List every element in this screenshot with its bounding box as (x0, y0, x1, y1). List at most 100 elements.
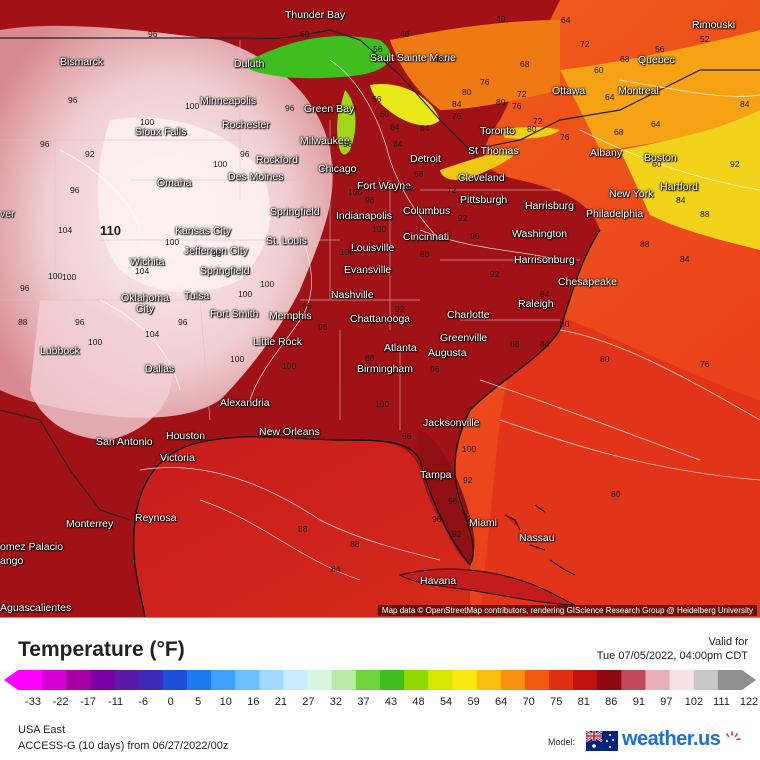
city-label[interactable]: Greenville (440, 332, 488, 344)
city-label[interactable]: St. Louis (266, 235, 307, 247)
brand-logo[interactable]: weather.us (622, 728, 721, 750)
isotherm-label: 80 (462, 87, 472, 97)
city-label[interactable]: ver (0, 208, 15, 220)
city-label[interactable]: ango (0, 555, 24, 567)
isotherm-label: 68 (520, 59, 530, 69)
isotherm-label: 56 (655, 44, 665, 54)
city-label[interactable]: Milwaukee (300, 135, 350, 147)
city-label[interactable]: Jefferson City (184, 245, 248, 257)
city-label[interactable]: Quebec (638, 54, 675, 66)
city-label[interactable]: New Orleans (259, 426, 320, 438)
city-label[interactable]: Cincinnati (403, 231, 450, 243)
temperature-map[interactable]: Thunder Bay Bismarck Duluth Sault Sainte… (0, 0, 760, 618)
city-label[interactable]: Pittsburgh (460, 194, 508, 206)
city-label[interactable]: Tulsa (184, 290, 210, 302)
isotherm-label: 96 (148, 29, 158, 39)
city-label[interactable]: Augusta (428, 347, 467, 359)
colorbar-ticks: -33 -22 -17 -11 -6 0 5 10 16 21 27 32 37 43 48 54 59 64 70… (0, 696, 760, 710)
city-label[interactable]: Bismarck (60, 56, 104, 68)
city-label[interactable]: Springfield (200, 265, 250, 277)
colorbar-tick-label: 64 (495, 696, 508, 708)
city-label[interactable]: Sault Sainte Marie (370, 52, 456, 64)
city-label[interactable]: Kansas City (175, 225, 232, 237)
city-label[interactable]: Cleveland (458, 172, 505, 184)
city-label[interactable]: Louisville (351, 242, 395, 254)
colorbar-tick-label: 54 (439, 696, 453, 708)
city-label[interactable]: Indianapolis (336, 210, 393, 222)
city-label[interactable]: Tampa (420, 469, 452, 481)
city-label[interactable]: Boston (644, 152, 677, 164)
isotherm-label: 100 (88, 337, 103, 347)
city-label[interactable]: Detroit (410, 153, 441, 165)
city-label[interactable]: Rockford (256, 154, 299, 166)
colorbar-swatch (500, 670, 526, 690)
city-label[interactable]: Rochester (222, 119, 270, 131)
city-label[interactable]: Havana (420, 575, 457, 587)
colorbar-tick-label: -11 (108, 696, 124, 708)
city-label[interactable]: Ottawa (552, 85, 586, 97)
city-label[interactable]: Toronto (480, 125, 516, 137)
city-label[interactable]: Jacksonville (423, 417, 480, 429)
city-label[interactable]: St Thomas (468, 145, 519, 157)
northeast-yellow (620, 110, 760, 250)
city-label[interactable]: Minneapolis (200, 95, 257, 107)
city-label[interactable]: Duluth (234, 58, 265, 70)
city-label[interactable]: Atlanta (384, 342, 417, 354)
city-label[interactable]: Charlotte (447, 309, 490, 321)
city-label[interactable]: New York (609, 188, 654, 200)
city-label[interactable]: Birmingham (357, 363, 414, 375)
city-label[interactable]: Houston (166, 430, 206, 442)
city-label[interactable]: Little Rock (253, 336, 303, 348)
colorbar-swatch (138, 670, 164, 690)
colorbar-swatch (114, 670, 140, 690)
isotherm-label: 88 (420, 249, 430, 259)
city-label[interactable]: Oklahoma City (121, 292, 169, 315)
isotherm-label: 76 (452, 111, 462, 121)
city-label[interactable]: Harrisonburg (514, 254, 575, 266)
city-label[interactable]: Evansville (344, 264, 392, 276)
isotherm-label: 60 (380, 109, 390, 119)
city-label[interactable]: Reynosa (135, 512, 177, 524)
city-label[interactable]: Monterrey (66, 518, 114, 530)
city-label[interactable]: Raleigh (518, 298, 554, 310)
city-label[interactable]: Albany (590, 147, 623, 159)
isotherm-label: 84 (540, 339, 550, 349)
city-label[interactable]: Chattanooga (350, 313, 411, 325)
city-label[interactable]: Philadelphia (586, 208, 644, 220)
city-label[interactable]: Washington (512, 228, 568, 240)
city-label[interactable]: Memphis (269, 310, 312, 322)
city-label[interactable]: Victoria (160, 452, 195, 464)
city-label[interactable]: Harrisburg (525, 200, 575, 212)
city-label[interactable]: Springfield (270, 206, 320, 218)
city-label[interactable]: Omaha (157, 177, 192, 189)
city-label[interactable]: Chicago (318, 163, 357, 175)
city-label[interactable]: Columbus (403, 205, 451, 217)
city-label[interactable]: Fort Wayne (357, 180, 411, 192)
city-label[interactable]: Alexandria (220, 397, 270, 409)
city-label[interactable]: Wichita (130, 256, 165, 268)
valid-label: Valid for (708, 636, 748, 648)
colorbar-swatch (42, 670, 67, 690)
city-label[interactable]: Dallas (145, 363, 175, 375)
isotherm-label: 80 (560, 319, 570, 329)
city-label[interactable]: Hartford (660, 181, 698, 193)
colorbar-swatch (693, 670, 719, 690)
city-label[interactable]: Sioux Falls (135, 126, 187, 138)
city-label[interactable]: Des Moines (228, 171, 284, 183)
city-label[interactable]: Rimouski (692, 19, 736, 31)
city-label[interactable]: Lubbock (40, 345, 80, 357)
city-label[interactable]: Miami (469, 517, 497, 529)
isotherm-label: 96 (285, 103, 295, 113)
isotherm-label: 104 (58, 225, 73, 235)
city-label[interactable]: Aguascalientes (0, 602, 72, 614)
city-label[interactable]: Chesapeake (558, 276, 617, 288)
city-label[interactable]: omez Palacio (0, 541, 64, 553)
city-label[interactable]: Montreal (618, 85, 659, 97)
city-label[interactable]: San Antonio (96, 436, 153, 448)
city-label[interactable]: Thunder Bay (285, 9, 346, 21)
city-label[interactable]: Fort Smith (210, 308, 259, 320)
city-label[interactable]: Nashville (331, 289, 374, 301)
us-mexico-border (0, 409, 131, 521)
city-label[interactable]: Nassau (519, 532, 555, 544)
city-label[interactable]: Green Bay (304, 103, 355, 115)
